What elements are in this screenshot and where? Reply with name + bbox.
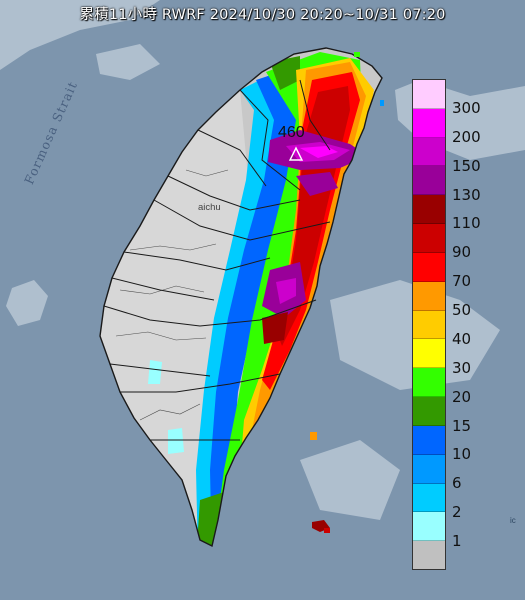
island-borders [99,47,383,548]
legend-label: 200 [452,127,481,146]
legend-label: 70 [452,272,472,291]
edge-label: ic [510,516,516,525]
legend-label: 10 [452,445,472,464]
legend-swatch [413,483,445,513]
legend-swatch [413,425,445,455]
legend-swatch [413,397,445,426]
legend-swatch [413,310,445,340]
legend-label: 130 [452,185,481,204]
legend-swatch [413,195,445,225]
legend-swatch [413,512,445,542]
peak-marker-triangle [288,146,304,161]
map-title: 累積11小時 RWRF 2024/10/30 20:20~10/31 07:20 [79,7,446,23]
legend-label: 1 [452,532,462,551]
legend-swatch [413,108,445,138]
legend-swatch [413,339,445,369]
legend-swatch [413,80,445,109]
legend-label: 30 [452,358,472,377]
legend-label: 40 [452,329,472,348]
legend-label: 50 [452,301,472,320]
legend-swatch [413,454,445,484]
legend-label: 6 [452,474,462,493]
legend-swatch [413,252,445,282]
legend-swatch [413,166,445,196]
legend-swatch [413,224,445,253]
legend-label: 2 [452,503,462,522]
legend-swatch [413,137,445,167]
legend-colorbar [412,79,446,570]
legend-label: 90 [452,243,472,262]
legend-label: 110 [452,214,481,233]
river-lines [115,169,229,421]
legend-swatch [413,368,445,398]
legend-swatch [413,541,445,570]
peak-value-label: 460 [278,124,305,141]
city-label: aichu [198,202,221,213]
legend-label: 300 [452,98,481,117]
legend-label: 150 [452,156,481,175]
legend-label: 20 [452,387,472,406]
legend-swatch [413,281,445,311]
legend-label: 15 [452,416,472,435]
offshore-islands [310,52,384,533]
